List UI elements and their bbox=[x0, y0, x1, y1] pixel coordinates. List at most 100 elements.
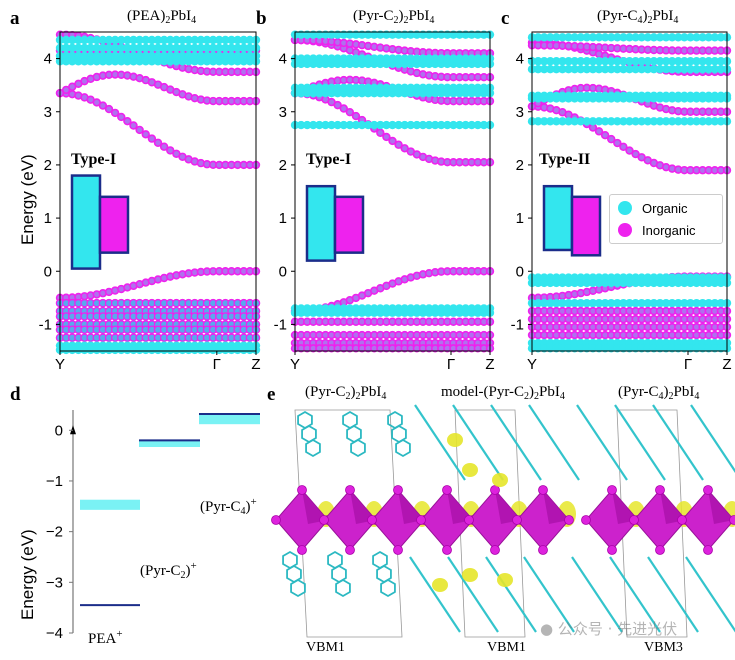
organic-cb-point bbox=[159, 51, 169, 61]
organic-vb-point bbox=[315, 308, 324, 317]
organic-vb-point bbox=[202, 345, 212, 355]
organic-cb-point bbox=[221, 43, 230, 53]
alkyl-chain bbox=[685, 556, 735, 633]
pyrene-ring bbox=[350, 438, 366, 458]
organic-vb-point bbox=[123, 345, 132, 355]
organic-cb-point bbox=[649, 117, 659, 126]
organic-vb-low-point bbox=[698, 344, 707, 353]
octahedron-face bbox=[302, 490, 328, 524]
y-tick-label: 3 bbox=[516, 104, 524, 121]
organic-vb-low-point bbox=[546, 344, 555, 353]
organic-cb-point bbox=[479, 54, 489, 63]
organic-cb-point bbox=[637, 91, 646, 101]
organic-cb-point bbox=[309, 83, 318, 93]
organic-vb-point bbox=[363, 308, 373, 317]
organic-vb-top-point bbox=[607, 278, 616, 288]
organic-cb-point bbox=[461, 120, 470, 130]
organic-cb-point bbox=[430, 120, 440, 130]
organic-cb-point bbox=[564, 117, 573, 126]
alkyl-chain bbox=[523, 556, 575, 633]
plot-frame bbox=[531, 31, 728, 352]
panel-letter-a: a bbox=[10, 8, 20, 29]
organic-vb-low-point bbox=[680, 344, 689, 353]
organic-cb-point bbox=[333, 83, 342, 93]
organic-vb-low-point bbox=[570, 344, 579, 353]
organic-cb-point bbox=[327, 83, 336, 93]
organic-cb-point bbox=[430, 54, 440, 63]
y-tick-label: 0 bbox=[516, 263, 524, 280]
organic-vb-point bbox=[129, 345, 138, 355]
organic-cb-point bbox=[178, 35, 187, 45]
organic-cb-point bbox=[594, 57, 604, 66]
organic-cb-point bbox=[613, 57, 622, 66]
organic-cb-point bbox=[424, 54, 434, 63]
organic-vb-point bbox=[333, 308, 342, 317]
organic-cb-point bbox=[558, 91, 567, 101]
organic-cb-point bbox=[449, 54, 458, 63]
panel-e-caption-1: VBM1 bbox=[306, 640, 345, 655]
organic-cb-point bbox=[443, 120, 452, 130]
alkyl-chain bbox=[614, 404, 666, 481]
y-tick-label: 1 bbox=[44, 210, 52, 227]
y-tick-label: 1 bbox=[279, 210, 287, 227]
organic-cb-point bbox=[564, 91, 573, 101]
inorganic-cb1-point bbox=[382, 132, 391, 142]
organic-vb-top-point bbox=[619, 278, 628, 288]
organic-vb-point bbox=[430, 308, 440, 317]
organic-cb-point bbox=[333, 54, 342, 63]
organic-cb-point bbox=[345, 120, 355, 130]
inorganic-band-box bbox=[98, 195, 130, 254]
organic-cb-point bbox=[129, 43, 138, 53]
organic-vb-point bbox=[159, 345, 169, 355]
organic-vb-top-point bbox=[558, 278, 567, 288]
organic-cb-point bbox=[539, 57, 549, 66]
iodine-atom bbox=[393, 545, 403, 555]
organic-cb-point bbox=[661, 117, 671, 126]
organic-cb-point bbox=[333, 120, 342, 130]
organic-vb-top-point bbox=[643, 298, 652, 308]
organic-cb-point bbox=[467, 30, 476, 39]
organic-cb-point bbox=[382, 120, 391, 130]
pyrene-ring bbox=[335, 578, 351, 598]
organic-cb-point bbox=[61, 35, 71, 45]
organic-vb-top-point bbox=[607, 298, 616, 308]
organic-cb-point bbox=[613, 91, 622, 101]
organic-vb-top-point bbox=[625, 298, 634, 308]
organic-vb-point bbox=[61, 345, 71, 355]
organic-cb-point bbox=[552, 117, 561, 126]
organic-vb-low-point bbox=[661, 344, 671, 353]
organic-cb-point bbox=[370, 83, 379, 93]
panel-e-title-2: model-(Pyr-C2)2PbI4 bbox=[441, 384, 565, 402]
organic-cb-point bbox=[345, 30, 355, 39]
organic-cb-point bbox=[558, 57, 567, 66]
organic-cb-point bbox=[239, 43, 248, 53]
organic-vb-low-point bbox=[539, 344, 549, 353]
organic-cb-point bbox=[345, 83, 355, 93]
organic-cb-point bbox=[661, 91, 671, 101]
organic-vb-point bbox=[86, 345, 95, 355]
organic-cb-point bbox=[202, 35, 212, 45]
organic-cb-point bbox=[184, 51, 193, 61]
organic-cb-point bbox=[400, 54, 409, 63]
organic-vb-point bbox=[388, 308, 397, 317]
organic-vb-top-point bbox=[710, 298, 720, 308]
organic-cb-point bbox=[643, 91, 652, 101]
organic-vb-low-point bbox=[576, 344, 585, 353]
organic-vb-top-point bbox=[546, 278, 555, 288]
organic-cb-point bbox=[692, 33, 701, 42]
organic-cb-point bbox=[546, 65, 555, 74]
y-tick-label: −4 bbox=[46, 625, 63, 642]
organic-cb-point bbox=[394, 83, 403, 93]
organic-cb-point bbox=[692, 65, 701, 74]
organic-cb-point bbox=[315, 30, 324, 39]
organic-vb-low-point bbox=[607, 344, 616, 353]
legend-item-inorganic: Inorganic bbox=[610, 219, 722, 241]
organic-cb-point bbox=[661, 33, 671, 42]
inorganic-cb1-point bbox=[400, 144, 409, 153]
organic-vb-point bbox=[135, 345, 144, 355]
organic-cb-point bbox=[339, 83, 348, 93]
organic-vb-point bbox=[227, 345, 236, 355]
inorganic-cb1-point bbox=[147, 134, 157, 143]
organic-cb-point bbox=[600, 57, 610, 66]
y-tick-label: −1 bbox=[46, 473, 63, 490]
